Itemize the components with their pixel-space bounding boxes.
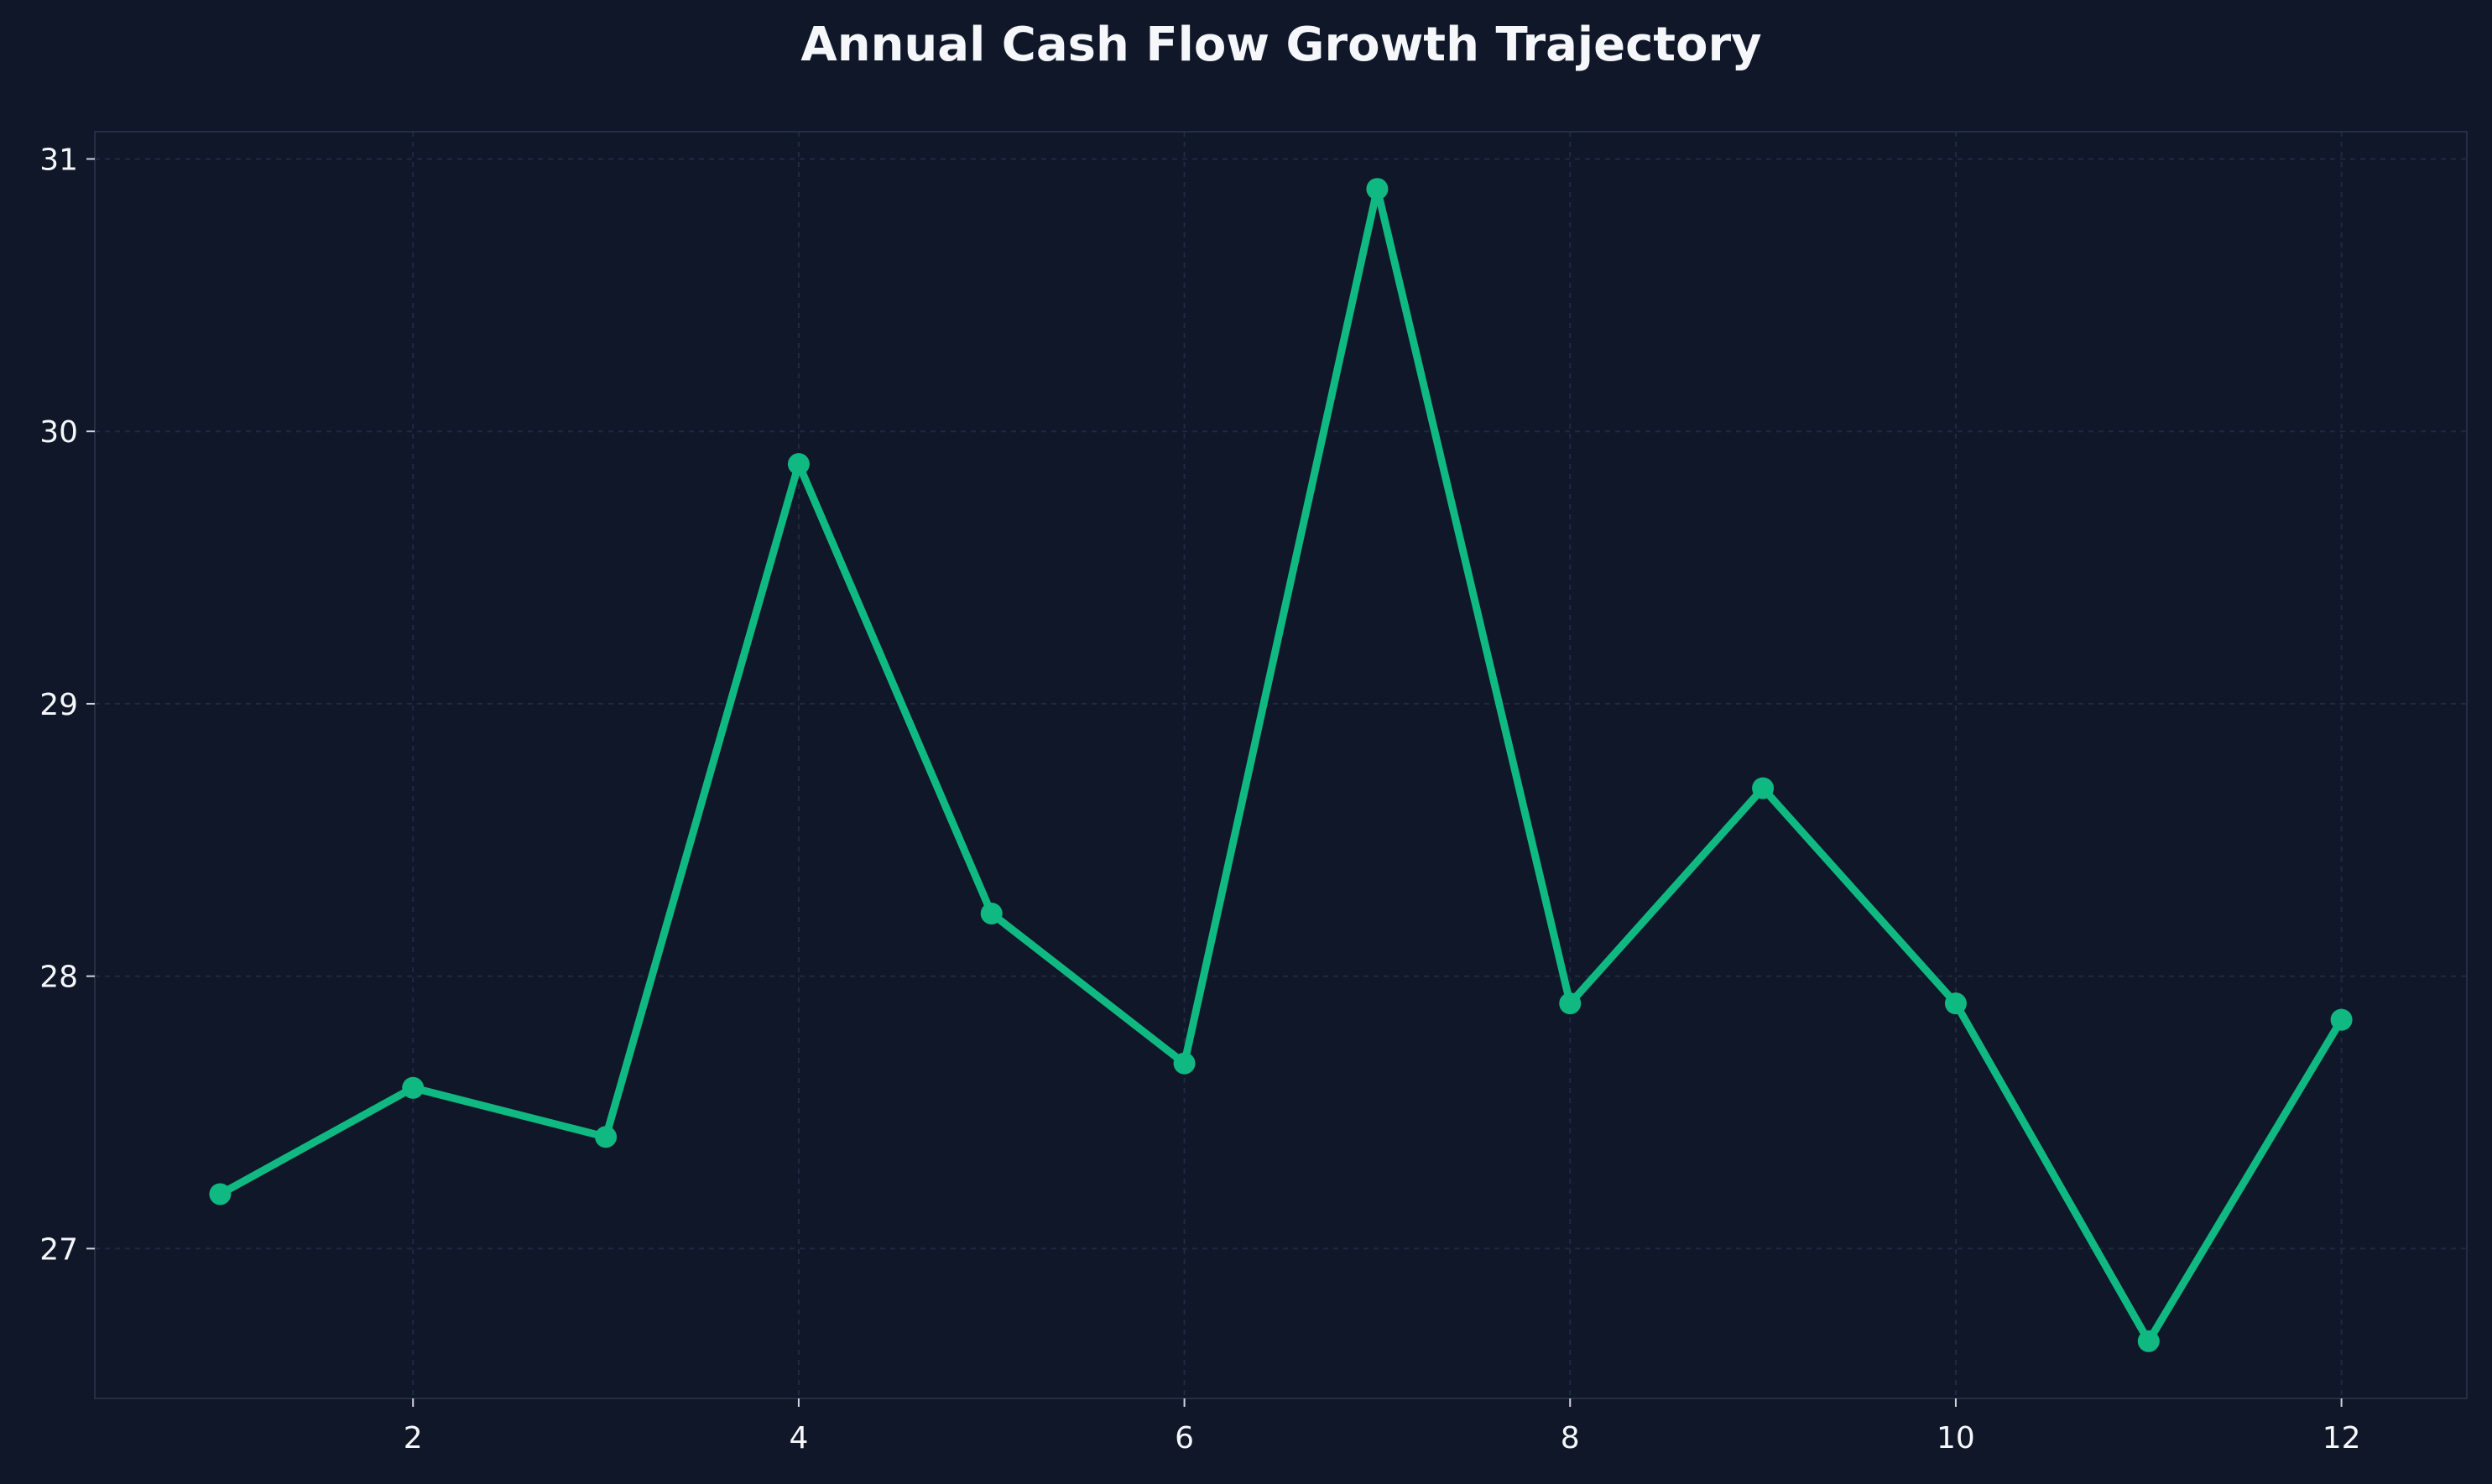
y-tick-label: 31 <box>39 143 78 177</box>
series-layer <box>209 178 2353 1352</box>
y-tick-label: 28 <box>39 961 78 995</box>
plot-area-frame <box>94 131 2468 1399</box>
data-point <box>787 453 810 476</box>
chart-title: Annual Cash Flow Growth Trajectory <box>800 18 1761 72</box>
data-point <box>402 1076 425 1099</box>
x-tick-label: 6 <box>1175 1421 1194 1455</box>
data-point <box>1173 1052 1196 1075</box>
data-point <box>2330 1008 2353 1031</box>
data-point <box>980 902 1003 924</box>
y-tick-label: 30 <box>39 415 78 450</box>
data-point <box>1366 178 1389 200</box>
x-tick-label: 8 <box>1561 1421 1580 1455</box>
x-tick-label: 12 <box>2323 1421 2361 1455</box>
data-point <box>1752 777 1775 799</box>
x-tick-label: 4 <box>789 1421 808 1455</box>
data-point <box>1944 992 1967 1015</box>
data-point <box>209 1183 232 1205</box>
x-tick-label: 10 <box>1937 1421 1975 1455</box>
y-axis: 27 28 29 30 31 <box>39 143 95 1267</box>
grid <box>95 132 2467 1398</box>
series-line <box>216 185 2346 1346</box>
x-tick-label: 2 <box>404 1421 423 1455</box>
y-tick-label: 27 <box>39 1232 78 1267</box>
y-tick-label: 29 <box>39 688 78 722</box>
data-point <box>1559 992 1582 1015</box>
x-axis: 2 4 6 8 10 12 <box>404 1398 2361 1455</box>
data-point <box>2137 1330 2160 1352</box>
data-point <box>595 1126 618 1148</box>
